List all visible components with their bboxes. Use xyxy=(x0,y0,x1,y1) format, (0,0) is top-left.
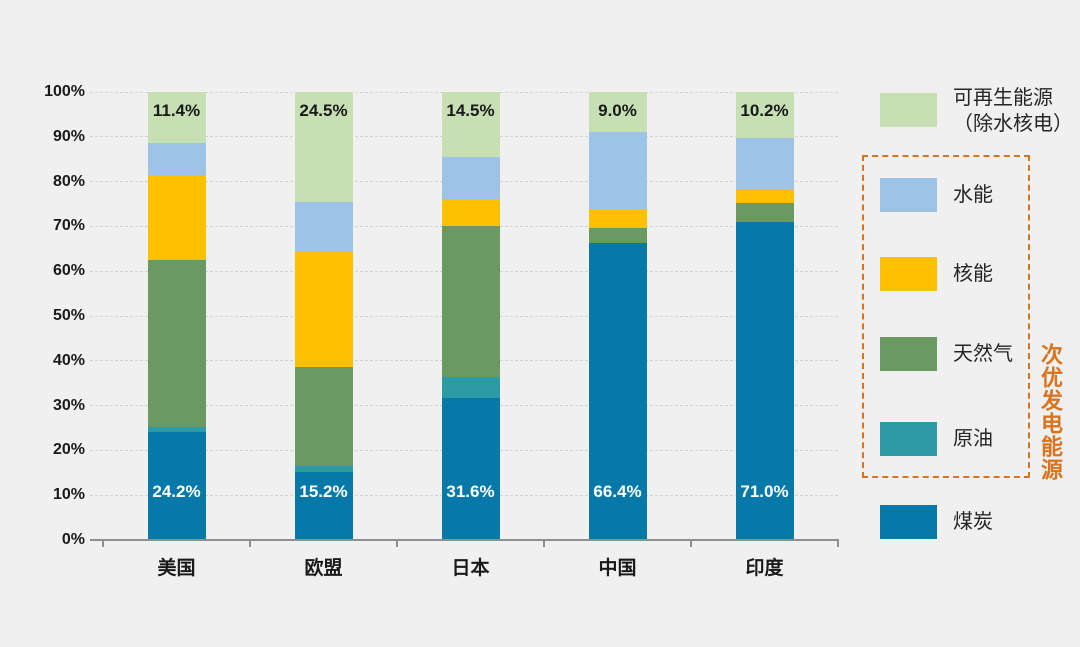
legend-label-hydro: 水能 xyxy=(953,182,993,208)
y-axis-tick-label: 10% xyxy=(52,486,85,504)
x-axis-tick-2 xyxy=(396,540,398,547)
legend-label-line: （除水核电） xyxy=(953,113,1073,135)
y-axis-tick-label: 30% xyxy=(52,396,85,414)
bar-segment-natural-gas-india xyxy=(735,202,794,222)
bar-segment-hydro-india xyxy=(735,137,794,191)
legend-swatch-nuclear xyxy=(880,257,937,291)
x-axis-tick-0 xyxy=(102,540,104,547)
bar-segment-hydro-eu xyxy=(294,201,353,253)
data-label-coal-eu: 15.2% xyxy=(299,482,348,501)
bar-segment-crude-oil-japan xyxy=(441,377,500,399)
bar-segment-hydro-usa xyxy=(147,143,206,176)
bar-segment-coal-china xyxy=(588,242,647,540)
y-axis-tick-label: 100% xyxy=(44,83,85,100)
bar-segment-renewables-india xyxy=(735,92,794,138)
x-axis-tick-5 xyxy=(837,540,839,547)
legend-label-line: 煤炭 xyxy=(953,511,993,533)
bar-segment-natural-gas-eu xyxy=(294,367,353,466)
x-axis-tick-1 xyxy=(249,540,251,547)
bar-segment-coal-eu xyxy=(294,471,353,540)
legend-label-line: 天然气 xyxy=(953,343,1013,365)
x-axis-category-label-japan: 日本 xyxy=(451,558,490,579)
bar-segment-hydro-china xyxy=(588,132,647,210)
x-axis-line xyxy=(90,539,839,541)
legend-swatch-coal xyxy=(880,505,937,539)
y-axis-tick-label: 40% xyxy=(52,351,85,369)
legend-label-nuclear: 核能 xyxy=(953,261,993,287)
legend-swatch-natural-gas xyxy=(880,337,937,371)
legend-label-coal: 煤炭 xyxy=(953,509,993,535)
x-axis-category-label-eu: 欧盟 xyxy=(304,558,343,579)
legend-swatch-crude-oil xyxy=(880,422,937,456)
suboptimal-group-box xyxy=(862,155,1030,478)
bar-segment-nuclear-india xyxy=(735,190,794,203)
bar-segment-nuclear-eu xyxy=(294,252,353,368)
y-axis-tick-label: 20% xyxy=(52,441,85,459)
bar-segment-nuclear-china xyxy=(588,209,647,228)
y-axis-tick-label: 0% xyxy=(61,531,85,548)
bar-segment-renewables-china xyxy=(588,92,647,133)
data-label-coal-china: 66.4% xyxy=(593,482,642,501)
legend-swatch-hydro xyxy=(880,178,937,212)
x-axis-category-label-china: 中国 xyxy=(598,558,637,579)
bar-segment-hydro-japan xyxy=(441,156,500,199)
bar-segment-crude-oil-usa xyxy=(147,426,206,432)
data-label-coal-india: 71.0% xyxy=(740,482,789,501)
bar-segment-natural-gas-japan xyxy=(441,225,500,378)
legend-label-renewables: 可再生能源 （除水核电） xyxy=(953,85,1073,137)
x-axis-category-label-india: 印度 xyxy=(745,558,784,579)
bar-segment-renewables-usa xyxy=(147,92,206,144)
x-axis-category-label-usa: 美国 xyxy=(157,558,196,579)
x-axis-tick-3 xyxy=(543,540,545,547)
bar-segment-crude-oil-eu xyxy=(294,465,353,472)
y-axis-tick-label: 60% xyxy=(52,262,85,280)
legend-label-line: 核能 xyxy=(953,263,993,285)
data-label-renewables-india: 10.2% xyxy=(740,101,789,120)
data-label-coal-usa: 24.2% xyxy=(152,482,201,501)
bar-segment-coal-japan xyxy=(441,398,500,540)
y-axis-tick-label: 70% xyxy=(52,217,85,235)
bar-segment-renewables-eu xyxy=(294,92,353,202)
y-axis-tick-label: 90% xyxy=(52,127,85,145)
suboptimal-group-label: 次优发电能源 xyxy=(1038,343,1063,481)
bar-segment-coal-india xyxy=(735,221,794,540)
bar-segment-natural-gas-usa xyxy=(147,260,206,427)
legend-label-line: 水能 xyxy=(953,184,993,206)
data-label-renewables-eu: 24.5% xyxy=(299,101,348,120)
bar-segment-natural-gas-china xyxy=(588,227,647,243)
data-label-renewables-usa: 11.4% xyxy=(152,101,201,120)
legend-label-line: 原油 xyxy=(953,428,993,450)
y-axis-tick-label: 50% xyxy=(52,307,85,324)
legend-label-natural-gas: 天然气 xyxy=(953,341,1013,367)
data-label-renewables-japan: 14.5% xyxy=(446,101,495,120)
bar-segment-nuclear-japan xyxy=(441,198,500,226)
y-axis-tick-label: 80% xyxy=(52,172,85,190)
bar-segment-nuclear-usa xyxy=(147,175,206,261)
bar-segment-renewables-japan xyxy=(441,92,500,157)
x-axis-tick-4 xyxy=(690,540,692,547)
legend-label-line: 可再生能源 xyxy=(953,87,1053,109)
legend-label-crude-oil: 原油 xyxy=(953,426,993,452)
legend-swatch-renewables xyxy=(880,93,937,127)
bar-segment-coal-usa xyxy=(147,431,206,540)
data-label-renewables-china: 9.0% xyxy=(598,101,637,120)
data-label-coal-japan: 31.6% xyxy=(446,482,495,501)
